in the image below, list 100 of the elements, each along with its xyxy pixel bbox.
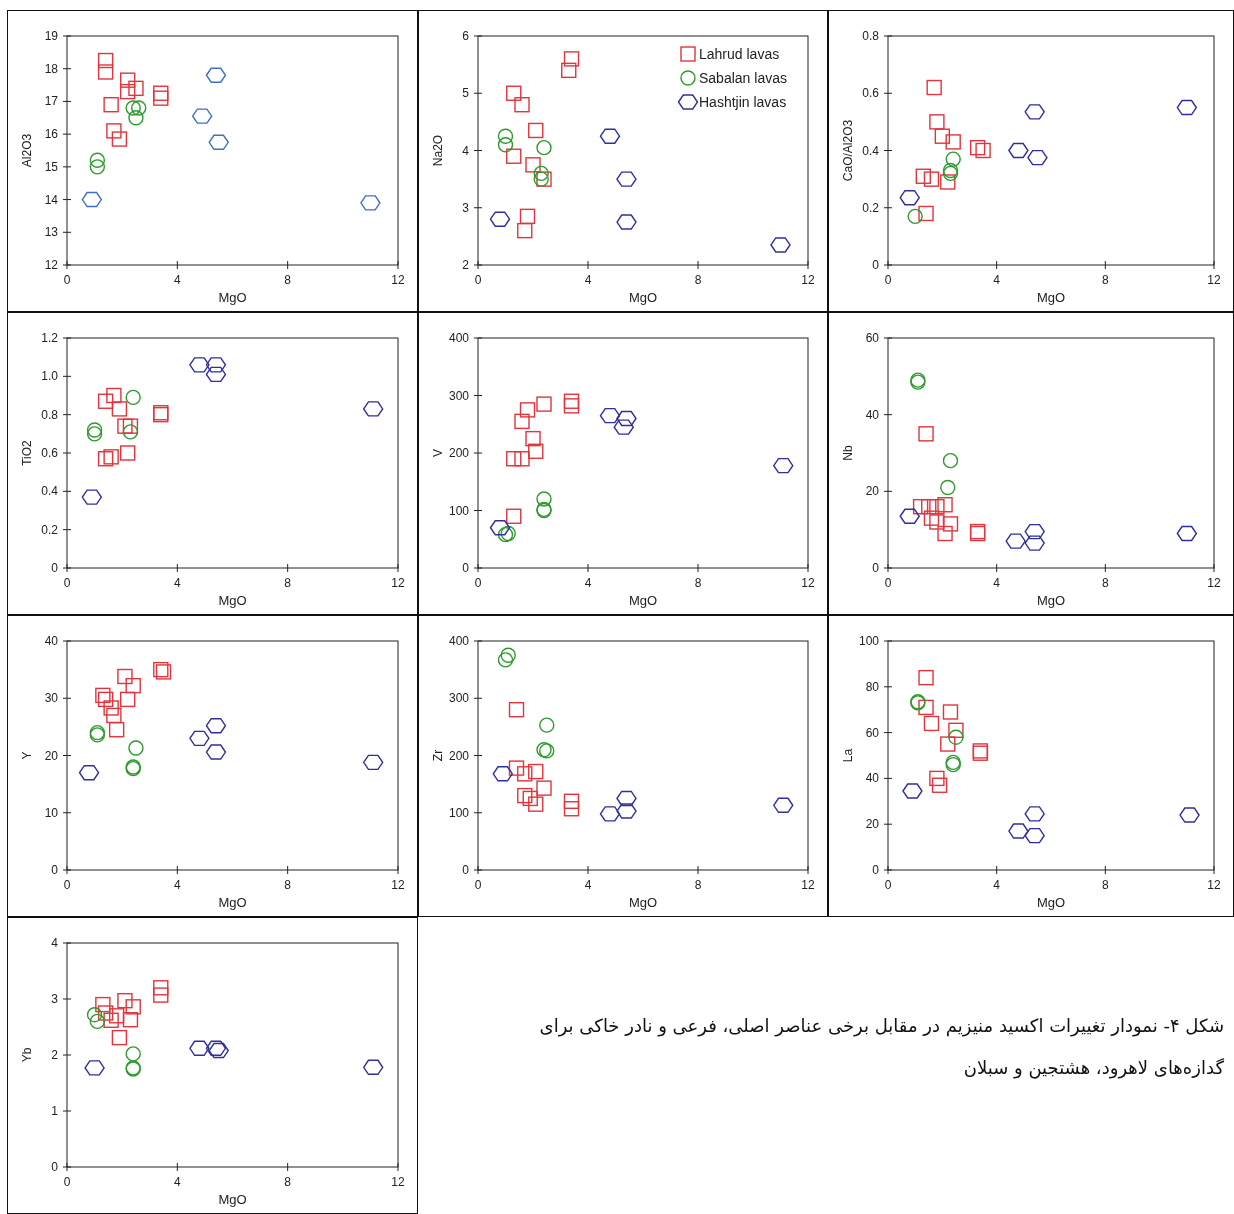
x-tick-label: 4 <box>173 1175 181 1189</box>
point <box>205 357 227 373</box>
x-axis-title: MgO <box>628 290 658 305</box>
point <box>931 777 948 793</box>
x-tick-label: 8 <box>1101 576 1109 590</box>
point <box>599 806 621 822</box>
point <box>122 1012 139 1028</box>
point <box>128 80 144 97</box>
point <box>119 445 136 461</box>
point <box>205 718 227 734</box>
x-tick-label: 0 <box>63 1175 71 1189</box>
point <box>106 387 122 404</box>
point <box>921 498 937 515</box>
x-axis-title: MgO <box>628 593 658 608</box>
y-tick-label: 12 <box>44 258 59 272</box>
point <box>97 393 114 409</box>
point <box>563 393 580 409</box>
point <box>519 402 536 418</box>
y-tick-label: 80 <box>865 679 880 694</box>
point <box>1008 823 1029 839</box>
point <box>122 418 139 434</box>
point <box>95 996 111 1013</box>
point <box>907 208 923 225</box>
y-axis-title: TiO2 <box>20 439 34 466</box>
point <box>506 508 522 524</box>
y-tick-label: 19 <box>44 29 59 43</box>
point <box>514 97 530 113</box>
y-tick-label: 4 <box>462 143 470 158</box>
x-tick-label: 12 <box>801 878 815 892</box>
x-axis-title: MgO <box>218 1192 247 1207</box>
point <box>1024 806 1045 822</box>
point <box>208 134 229 151</box>
y-tick-label: 1.2 <box>41 331 59 345</box>
point <box>497 137 514 153</box>
y-tick-label: 0.4 <box>41 484 59 499</box>
point <box>918 426 934 442</box>
x-axis-title: MgO <box>1036 593 1066 608</box>
y-tick-label: 6 <box>462 29 470 43</box>
point <box>969 139 986 156</box>
point <box>506 85 522 101</box>
y-tick-label: 400 <box>448 634 470 648</box>
point <box>942 516 959 532</box>
x-tick-label: 0 <box>884 273 892 287</box>
point <box>122 424 139 440</box>
y-tick-label: 14 <box>44 192 59 207</box>
y-tick-label: 40 <box>44 634 59 648</box>
point <box>89 152 106 169</box>
point <box>923 171 940 187</box>
point <box>108 722 125 738</box>
x-tick-label: 4 <box>993 273 1001 287</box>
point <box>1024 827 1045 844</box>
x-tick-label: 0 <box>474 576 482 590</box>
point <box>770 237 791 253</box>
point <box>78 764 100 781</box>
y-tick-label: 60 <box>865 725 880 740</box>
point <box>508 760 525 776</box>
x-tick-label: 8 <box>284 273 292 287</box>
point <box>616 410 637 427</box>
point <box>929 770 945 787</box>
y-tick-label: 3 <box>51 992 59 1006</box>
x-tick-label: 12 <box>391 576 405 590</box>
x-tick-label: 0 <box>63 576 71 590</box>
point <box>918 669 934 686</box>
point <box>1176 525 1198 542</box>
point <box>613 419 634 435</box>
point <box>899 190 920 206</box>
point <box>517 222 533 239</box>
x-axis-title: MgO <box>628 895 658 910</box>
y-tick-label: 2 <box>462 258 470 272</box>
y-axis-title: Zr <box>431 749 445 762</box>
point <box>926 79 942 96</box>
y-tick-label: 0 <box>872 863 880 877</box>
x-tick-label: 0 <box>474 273 482 287</box>
point <box>514 413 530 430</box>
y-tick-label: 300 <box>448 388 470 403</box>
point <box>125 677 141 694</box>
point <box>506 148 522 164</box>
x-tick-label: 8 <box>284 1175 292 1189</box>
point <box>937 525 953 542</box>
point <box>561 62 577 79</box>
x-axis-title: MgO <box>1036 290 1066 305</box>
point <box>522 790 538 807</box>
x-tick-label: 4 <box>584 273 592 287</box>
point <box>117 418 133 434</box>
y-tick-label: 5 <box>462 86 470 101</box>
point <box>616 790 637 807</box>
y-tick-label: 100 <box>448 805 470 820</box>
point <box>563 793 580 809</box>
y-tick-label: 40 <box>865 771 880 786</box>
point <box>97 52 114 69</box>
point <box>103 700 119 716</box>
y-tick-label: 0 <box>462 561 470 575</box>
y-tick-label: 0.6 <box>862 86 880 101</box>
point <box>1024 523 1045 540</box>
point <box>111 401 128 417</box>
y-tick-label: 10 <box>44 805 59 820</box>
point <box>923 715 940 732</box>
point <box>918 699 934 716</box>
x-tick-label: 8 <box>1101 878 1109 892</box>
point <box>536 491 552 507</box>
